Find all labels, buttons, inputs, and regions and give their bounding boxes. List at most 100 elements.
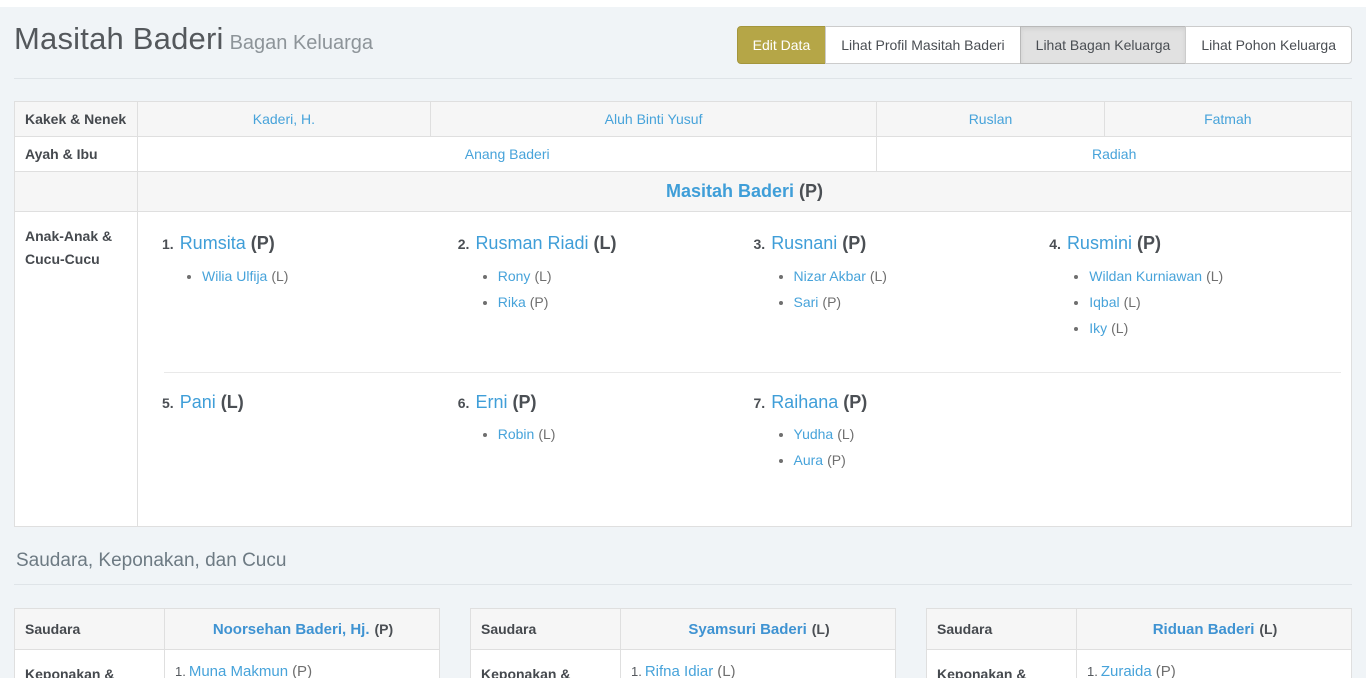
gender-badge: (P) — [822, 293, 842, 310]
navbar-bottom-edge — [0, 0, 1366, 7]
gender-badge: (P) — [250, 233, 275, 254]
gender-badge: (P) — [529, 293, 549, 310]
view-chart-button[interactable]: Lihat Bagan Keluarga — [1019, 26, 1187, 65]
parents-label: Ayah & Ibu — [14, 136, 138, 173]
nephews-row: Keponakan & Cucu-Cucu 1.Rifna Idiar(L) S… — [470, 649, 896, 678]
children-rows-divider — [164, 371, 1341, 373]
nephews-label: Keponakan & Cucu-Cucu — [14, 649, 165, 678]
child-block: 4.Rusmini(P) Wildan Kurniawan(L) Iqbal(L… — [1049, 216, 1345, 343]
view-tree-button[interactable]: Lihat Pohon Keluarga — [1185, 26, 1352, 65]
grandchild-link[interactable]: Rony — [497, 267, 531, 284]
child-link[interactable]: Rusmini — [1066, 233, 1132, 254]
nephew-link[interactable]: Rifna Idiar — [644, 663, 714, 678]
grandchild-item: Iqbal(L) — [1089, 292, 1331, 313]
grandchild-link[interactable]: Nizar Akbar — [793, 267, 866, 284]
gender-badge: (L) — [837, 425, 855, 442]
grandchild-item: Iky(L) — [1089, 318, 1331, 339]
siblings-section-heading: Saudara, Keponakan, dan Cucu — [16, 549, 287, 571]
gender-badge: (P) — [1136, 233, 1161, 254]
sibling-link[interactable]: Syamsuri Baderi — [688, 620, 807, 638]
sibling-link[interactable]: Noorsehan Baderi, Hj. — [212, 620, 370, 638]
children-row: Anak-Anak & Cucu-Cucu 1.Rumsita(P) Wilia… — [14, 211, 1352, 527]
grandchild-link[interactable]: Robin — [497, 425, 535, 442]
child-link[interactable]: Rusnani — [771, 233, 838, 254]
parent-link[interactable]: Anang Baderi — [464, 146, 550, 163]
grandchild-item: Wildan Kurniawan(L) — [1089, 266, 1331, 287]
sibling-card: Saudara Noorsehan Baderi, Hj. (P) Keponak… — [14, 607, 440, 678]
gender-badge: (L) — [534, 267, 552, 284]
self-row: Masitah Baderi (P) — [14, 171, 1352, 213]
grandchild-item: Robin(L) — [498, 424, 740, 445]
child-block: 5. Pani (L) — [162, 375, 458, 476]
grandparent-link[interactable]: Aluh Binti Yusuf — [604, 111, 703, 128]
self-link[interactable]: Masitah Baderi — [665, 181, 795, 202]
family-chart-table: Kakek & Nenek Kaderi, H. Aluh Binti Yusu… — [14, 101, 1353, 527]
nephew-link[interactable]: Muna Makmun — [188, 663, 289, 678]
grandparent-link[interactable]: Fatmah — [1204, 111, 1252, 128]
nephews-label: Keponakan & Cucu-Cucu — [470, 649, 621, 678]
gender-badge: (L) — [717, 663, 736, 678]
nephew-link[interactable]: Zuraida — [1100, 663, 1152, 678]
child-number: 5. — [162, 394, 174, 411]
grandchild-item: Sari(P) — [794, 292, 1036, 313]
gender-badge: (P) — [842, 233, 867, 254]
child-number: 2. — [457, 236, 470, 253]
view-profile-button[interactable]: Lihat Profil Masitah Baderi — [825, 26, 1021, 65]
grandparent-link[interactable]: Kaderi, H. — [252, 111, 316, 128]
child-link[interactable]: Rumsita — [179, 233, 246, 254]
section-divider — [14, 583, 1352, 585]
gender-badge: (L) — [1111, 319, 1129, 336]
child-link[interactable]: Pani — [179, 391, 216, 412]
children-grid-row-1: 1.Rumsita(P) Wilia Ulfija(L) 2.Rusman Ri… — [162, 216, 1345, 343]
grandchild-item: Aura(P) — [794, 450, 1036, 471]
grandchild-link[interactable]: Sari — [793, 293, 819, 310]
sibling-card: Saudara Riduan Baderi(L) Keponakan & Cuc… — [926, 607, 1352, 678]
sibling-link[interactable]: Riduan Baderi — [1152, 620, 1255, 638]
gender-badge: (L) — [869, 267, 887, 284]
edit-data-button[interactable]: Edit Data — [736, 26, 827, 65]
child-link[interactable]: Erni — [475, 391, 508, 412]
grandchild-item: Rika(P) — [498, 292, 740, 313]
nephews-row: Keponakan & Cucu-Cucu 1.Muna Makmun(P) N… — [14, 649, 440, 678]
page-header: Masitah Baderi Bagan Keluarga Edit Data L… — [14, 7, 1352, 65]
child-number: 6. — [457, 394, 470, 411]
grandchild-link[interactable]: Yudha — [793, 425, 834, 442]
self-label-empty — [14, 171, 138, 213]
gender-badge: (L) — [1123, 293, 1141, 310]
sibling-label: Saudara — [470, 607, 621, 651]
grandchild-link[interactable]: Iqbal — [1089, 293, 1120, 310]
sibling-name-row: Saudara Noorsehan Baderi, Hj. (P) — [14, 607, 440, 651]
grandparents-label: Kakek & Nenek — [14, 101, 138, 138]
child-link[interactable]: Rusman Riadi — [475, 233, 589, 254]
grandchild-link[interactable]: Wilia Ulfija — [202, 267, 268, 284]
nephew-item: 1. Muna Makmun (P) — [175, 663, 429, 678]
child-block: 1. Rumsita(P) Wilia Ulfija(L) — [162, 216, 458, 343]
gender-badge: (P) — [374, 620, 394, 637]
grandchild-item: Nizar Akbar(L) — [794, 266, 1036, 287]
child-number: 3. — [753, 236, 766, 253]
gender-badge: (P) — [1155, 663, 1176, 678]
grandparents-row: Kakek & Nenek Kaderi, H. Aluh Binti Yusu… — [14, 101, 1353, 138]
grandchild-link[interactable]: Rika — [497, 293, 526, 310]
gender-badge: (P) — [843, 391, 868, 412]
page-container: Masitah Baderi Bagan Keluarga Edit Data L… — [0, 7, 1366, 678]
nephew-item: 1. Rifna Idiar (L) — [631, 663, 885, 678]
sibling-cards-row: Saudara Noorsehan Baderi, Hj. (P) Keponak… — [14, 607, 1352, 678]
gender-badge: (L) — [271, 267, 289, 284]
gender-badge: (L) — [811, 620, 830, 637]
grandchild-link[interactable]: Aura — [793, 451, 824, 468]
child-block: 6. Erni(P) Robin(L) — [458, 375, 754, 476]
nephews-row: Keponakan & Cucu-Cucu 1.Zuraida(P) Andik… — [926, 649, 1352, 678]
child-number: 1. — [162, 236, 174, 253]
child-link[interactable]: Raihana — [771, 391, 839, 412]
gender-badge: (L) — [220, 391, 244, 412]
grandchild-item: Rony(L) — [498, 266, 740, 287]
grandparent-link[interactable]: Ruslan — [968, 111, 1013, 128]
nephew-number: 1. — [631, 664, 642, 678]
grandchild-link[interactable]: Wildan Kurniawan — [1089, 267, 1203, 284]
page-subtitle: Bagan Keluarga — [229, 32, 374, 54]
parent-link[interactable]: Radiah — [1091, 146, 1137, 163]
nephews-label: Keponakan & Cucu-Cucu — [926, 649, 1077, 678]
gender-badge: (P) — [827, 451, 846, 468]
grandchild-link[interactable]: Iky — [1089, 319, 1108, 336]
